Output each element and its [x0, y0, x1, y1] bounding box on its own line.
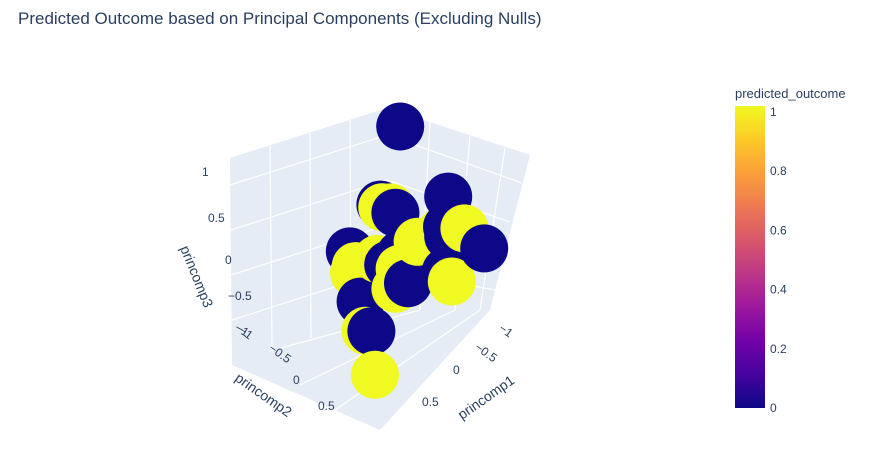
- z-tick-1: 1: [202, 165, 209, 179]
- colorbar-ticks: 0 0.2 0.4 0.6 0.8 1: [770, 105, 787, 415]
- markers: [325, 102, 509, 399]
- colorbar-title: predicted_outcome: [735, 86, 846, 101]
- data-point[interactable]: [376, 102, 425, 151]
- colorbar-tick: 1: [770, 105, 777, 119]
- x-tick-0-5: 0.5: [422, 395, 439, 409]
- data-point[interactable]: [347, 307, 396, 356]
- z-tick-0: 0: [225, 253, 232, 267]
- z-axis-title: princomp3: [177, 243, 216, 310]
- data-point[interactable]: [460, 224, 509, 273]
- chart-title: Predicted Outcome based on Principal Com…: [18, 9, 541, 28]
- z-tick-0-5: 0.5: [208, 211, 225, 225]
- scene[interactable]: 1 0.5 0 −0.5 −1 princomp3 −1 −0.5 0 0.5 …: [177, 102, 530, 431]
- colorbar-tick: 0.6: [770, 223, 787, 237]
- data-point[interactable]: [351, 350, 399, 399]
- colorbar-gradient: [735, 106, 765, 408]
- colorbar-tick: 0.4: [770, 283, 787, 297]
- y-tick-0-5: 0.5: [318, 399, 335, 413]
- x-axis-title: princomp1: [455, 372, 518, 423]
- colorbar: predicted_outcome 0 0.2 0.4 0.6 0.8 1: [735, 86, 846, 415]
- colorbar-tick: 0: [770, 401, 777, 415]
- data-point[interactable]: [427, 257, 476, 306]
- x-tick-neg-1: −1: [496, 321, 516, 341]
- data-point[interactable]: [384, 259, 432, 308]
- colorbar-tick: 0.2: [770, 342, 787, 356]
- x-tick-0: 0: [453, 363, 460, 377]
- z-tick-neg-1: −1: [233, 320, 252, 339]
- z-tick-neg-0-5: −0.5: [228, 289, 252, 303]
- z-axis-ticks: 1 0.5 0 −0.5 −1: [202, 165, 252, 340]
- colorbar-tick: 0.8: [770, 164, 787, 178]
- y-tick-0: 0: [293, 373, 300, 387]
- x-tick-neg-0-5: −0.5: [472, 340, 500, 365]
